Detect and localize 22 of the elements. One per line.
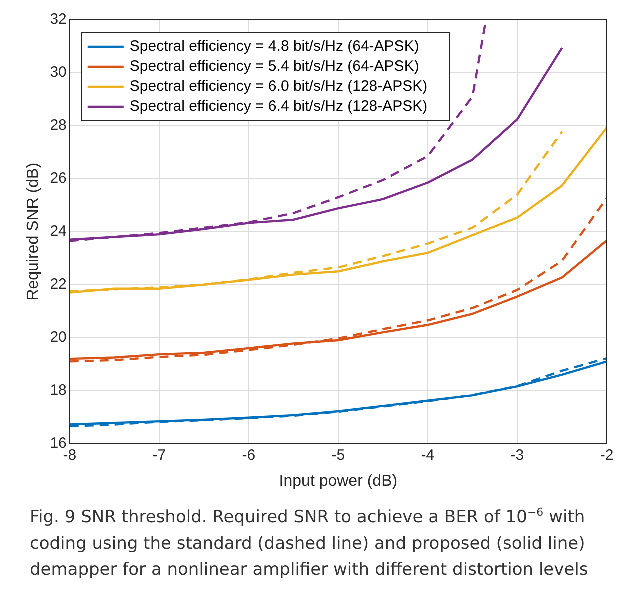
- caption: Fig. 9 SNR threshold. Required SNR to achieve a BER of 10$^{−6}$ with coding using the standard (dashed line) and proposed (solid line) demapper for a nonlinear amplifier with different distortion levels: [30, 505, 590, 582]
- x-tick-label: -4: [421, 446, 435, 464]
- legend-label: Spectral efficiency = 5.4 bit/s/Hz (64-APSK): [130, 58, 420, 76]
- line-series: [70, 197, 607, 363]
- y-tick-label: 20: [50, 328, 67, 346]
- legend-label: Spectral efficiency = 4.8 bit/s/Hz (64-APSK): [130, 38, 420, 56]
- x-tick-label: -3: [510, 446, 524, 464]
- x-axis-title: Input power (dB): [279, 472, 398, 490]
- x-tick-label: -7: [152, 446, 166, 464]
- x-tick-label: -2: [600, 446, 614, 464]
- y-axis-title: Required SNR (dB): [25, 162, 42, 301]
- y-tick-label: 32: [50, 11, 67, 28]
- y-tick-label: 26: [50, 170, 67, 188]
- x-tick-label: -5: [332, 446, 346, 464]
- y-tick-label: 18: [50, 382, 67, 399]
- legend-label: Spectral efficiency = 6.4 bit/s/Hz (128-APSK): [130, 98, 428, 116]
- y-tick-label: 28: [50, 117, 67, 134]
- y-tick-label: 24: [50, 223, 67, 240]
- legend-label: Spectral efficiency = 6.0 bit/s/Hz (128-APSK): [130, 78, 428, 96]
- y-tick-label: 30: [50, 64, 67, 82]
- x-tick-label: -6: [242, 446, 256, 464]
- y-tick-label: 22: [50, 276, 67, 294]
